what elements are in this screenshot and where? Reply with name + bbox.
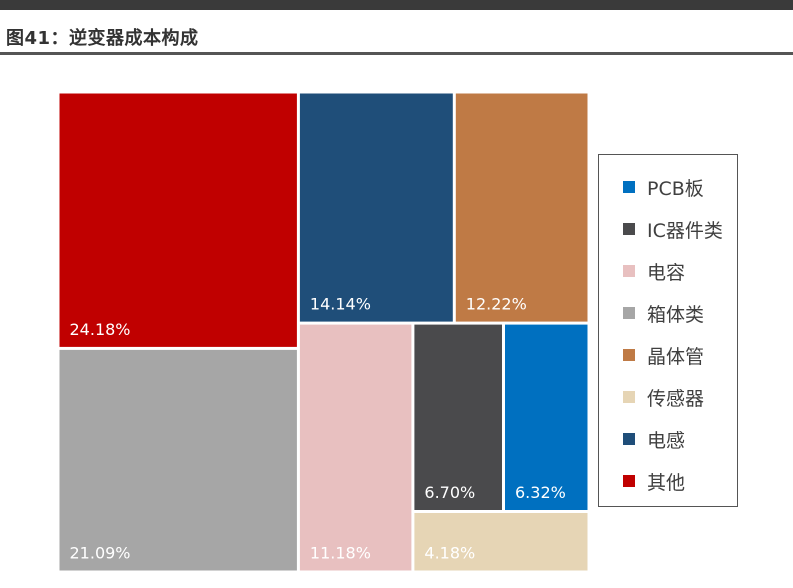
legend-item-item-2: 电感: [623, 426, 685, 452]
treemap-cell-item-6: [505, 324, 588, 510]
treemap-label-item-7: 4.18%: [424, 544, 475, 563]
legend-item-item-4: 电容: [623, 258, 685, 284]
legend-item-item-5: IC器件类: [623, 216, 723, 242]
legend-swatch: [623, 433, 635, 445]
top-bar: [0, 0, 793, 10]
legend-label: PCB板: [647, 177, 704, 200]
legend-label: 电容: [647, 261, 686, 284]
legend-swatch: [623, 307, 635, 319]
legend-swatch: [623, 181, 635, 193]
legend-swatch: [623, 391, 635, 403]
legend-label: 电感: [647, 429, 686, 452]
legend-item-item-6: PCB板: [623, 174, 704, 200]
title-rule: [0, 52, 793, 55]
legend-item-item-0: 其他: [623, 468, 685, 494]
legend-item-item-1: 箱体类: [623, 300, 704, 326]
treemap-cell-item-2: [299, 93, 453, 322]
treemap-label-item-0: 24.18%: [70, 320, 131, 339]
treemap-cell-item-3: [455, 93, 588, 322]
legend-label: 其他: [647, 471, 686, 494]
treemap-cell-item-1: [59, 349, 297, 571]
treemap-label-item-5: 6.70%: [424, 483, 475, 502]
treemap-cell-item-4: [299, 324, 412, 571]
treemap-label-item-1: 21.09%: [70, 544, 131, 563]
treemap-label-item-6: 6.32%: [515, 483, 566, 502]
legend-label: IC器件类: [647, 219, 723, 242]
treemap-label-item-3: 12.22%: [466, 295, 527, 314]
legend-label: 晶体管: [647, 345, 705, 368]
legend-swatch: [623, 223, 635, 235]
treemap-cell-item-5: [414, 324, 502, 510]
treemap-cell-item-7: [414, 513, 588, 571]
figure-title: 图41：逆变器成本构成: [6, 28, 199, 49]
legend-swatch: [623, 349, 635, 361]
legend-label: 箱体类: [647, 303, 705, 326]
treemap-label-item-2: 14.14%: [310, 295, 371, 314]
legend-label: 传感器: [647, 387, 705, 410]
legend-item-item-7: 传感器: [623, 384, 704, 410]
treemap-label-item-4: 11.18%: [310, 544, 371, 563]
legend-swatch: [623, 475, 635, 487]
legend-swatch: [623, 265, 635, 277]
treemap-cell-item-0: [59, 93, 297, 347]
legend: PCB板 IC器件类电容箱体类晶体管传感器电感其他: [598, 154, 738, 507]
legend-item-item-3: 晶体管: [623, 342, 704, 368]
